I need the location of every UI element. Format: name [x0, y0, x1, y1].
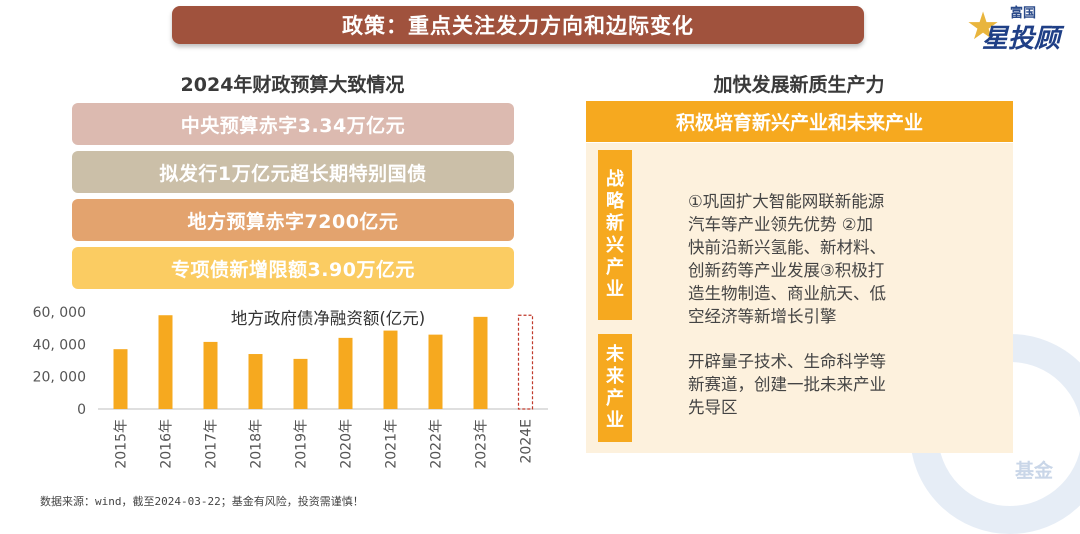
- tag-char: 战: [606, 169, 624, 190]
- budget-item-central-deficit: 中央预算赤字3.34万亿元: [72, 103, 514, 145]
- logo-main-text: 星投顾: [982, 24, 1061, 54]
- industry-panel: [586, 143, 1013, 453]
- tag-char: 略: [606, 191, 624, 212]
- future-industries-text: 开辟量子技术、生命科学等 新赛道，创建一批未来产业 先导区: [688, 350, 886, 419]
- bar: [248, 354, 263, 409]
- budget-item-special-bonds: 拟发行1万亿元超长期特别国债: [72, 151, 514, 193]
- data-source-note: 数据来源：wind，截至2024-03-22；基金有风险，投资需谨慎！: [40, 495, 364, 508]
- tag-char: 产: [606, 388, 624, 409]
- tag-char: 未: [606, 344, 624, 365]
- page-title: 政策：重点关注发力方向和边际变化: [172, 6, 864, 44]
- text-line: 快前沿新兴氢能、新材料、: [688, 238, 886, 257]
- bar: [338, 337, 353, 409]
- text-line: 新赛道，创建一批未来产业: [688, 375, 886, 394]
- budget-heading: 2024年财政预算大致情况: [180, 74, 405, 96]
- tag-char: 兴: [606, 235, 624, 256]
- x-tick-label: 2020年: [339, 419, 355, 469]
- productivity-heading: 加快发展新质生产力: [713, 74, 885, 96]
- text-line: ①巩固扩大智能网联新能源: [688, 192, 885, 211]
- text-line: 先导区: [688, 398, 738, 417]
- x-tick-label: 2016年: [159, 419, 175, 469]
- tag-char: 来: [606, 366, 624, 387]
- tag-future-industries: 未来产业: [598, 334, 632, 442]
- budget-item-special-debt: 专项债新增限额3.90万亿元: [72, 247, 514, 289]
- bar: [293, 358, 308, 409]
- bar-estimate: [517, 314, 534, 410]
- x-tick-label: 2015年: [114, 419, 130, 469]
- star-icon: ★: [966, 4, 1001, 48]
- x-tick-label: 2019年: [294, 419, 310, 469]
- x-tick-label: 2024E: [519, 419, 535, 463]
- text-line: 空经济等新增长引擎: [688, 307, 837, 326]
- y-tick-label: 60, 000: [33, 305, 86, 321]
- text-line: 汽车等产业领先优势 ②加: [688, 215, 874, 234]
- bar: [203, 341, 218, 409]
- tag-char: 产: [606, 257, 624, 278]
- x-tick-label: 2023年: [474, 419, 490, 469]
- x-tick-label: 2022年: [429, 419, 445, 469]
- bar: [473, 316, 488, 409]
- tag-char: 业: [606, 410, 624, 431]
- industry-banner: 积极培育新兴产业和未来产业: [586, 101, 1013, 142]
- chart-title: 地方政府债净融资额(亿元): [231, 309, 425, 328]
- y-tick-label: 20, 000: [33, 370, 86, 386]
- y-tick-label: 40, 000: [33, 337, 86, 353]
- y-tick-label: 0: [77, 402, 86, 418]
- watermark-text: 基金: [1015, 460, 1054, 482]
- strategic-industries-text: ①巩固扩大智能网联新能源 汽车等产业领先优势 ②加 快前沿新兴氢能、新材料、 创新药等…: [688, 190, 886, 328]
- local-debt-chart: 0 20, 000 40, 000 60, 000 地方政府债净融资额(亿元) 2015年…: [33, 305, 548, 469]
- budget-item-local-deficit: 地方预算赤字7200亿元: [72, 199, 514, 241]
- text-line: 创新药等产业发展③积极打: [688, 261, 885, 280]
- tag-char: 新: [606, 213, 624, 234]
- x-tick-label: 2018年: [249, 419, 265, 469]
- bar: [113, 349, 128, 409]
- brand-logo: ★ 富国 星投顾: [962, 2, 1072, 54]
- bar: [158, 315, 173, 409]
- tag-char: 业: [606, 279, 624, 300]
- x-tick-label: 2021年: [384, 419, 400, 469]
- bar: [428, 334, 443, 409]
- logo-top-text: 富国: [1010, 6, 1037, 21]
- text-line: 造生物制造、商业航天、低: [688, 284, 886, 303]
- text-line: 开辟量子技术、生命科学等: [688, 352, 886, 371]
- tag-strategic-industries: 战略新兴产业: [598, 150, 632, 320]
- x-tick-label: 2017年: [204, 419, 220, 469]
- bar: [383, 330, 398, 409]
